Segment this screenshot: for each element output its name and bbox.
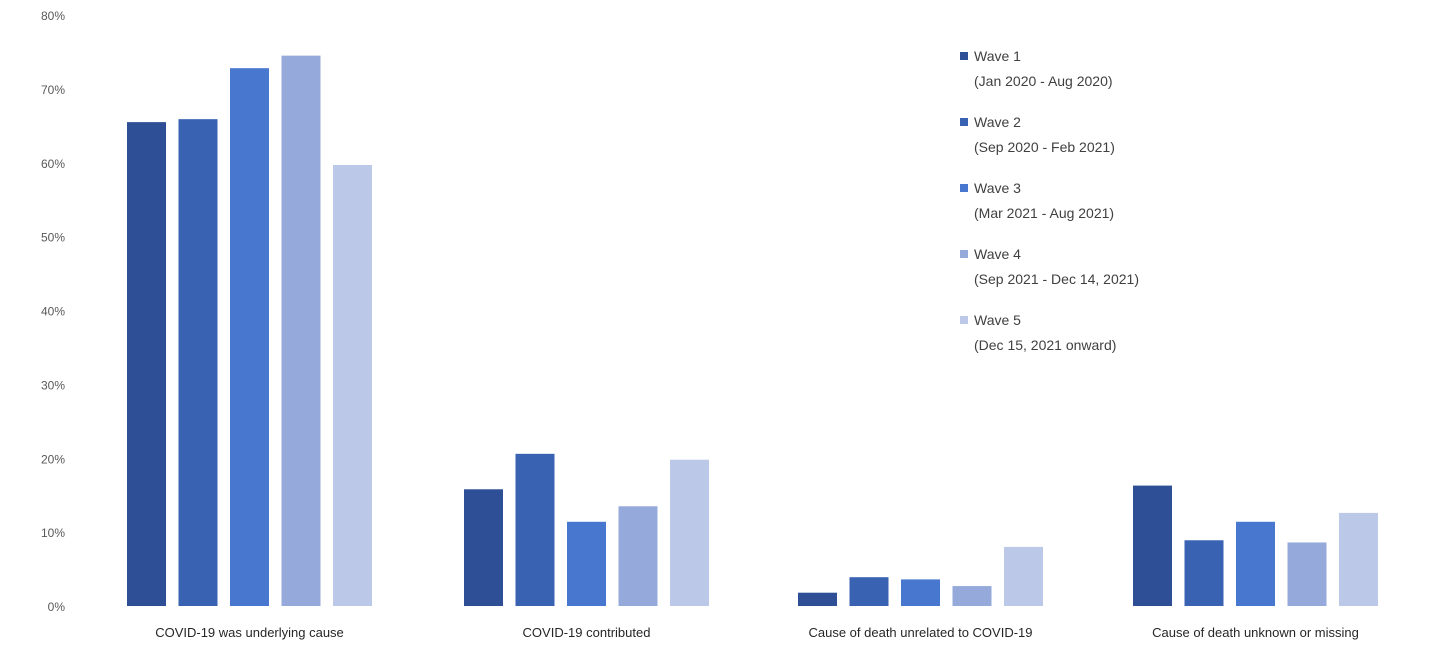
- legend-series-name: Wave 4: [974, 246, 1021, 262]
- legend-series-detail: (Dec 15, 2021 onward): [974, 337, 1116, 353]
- legend-series-detail: (Jan 2020 - Aug 2020): [974, 73, 1113, 89]
- legend: Wave 1 (Jan 2020 - Aug 2020) Wave 2 (Sep 20…: [960, 48, 1139, 353]
- bar-1-wave-5: [333, 164, 372, 606]
- legend-swatch: [960, 316, 968, 324]
- legend-series-detail: (Sep 2021 - Dec 14, 2021): [974, 271, 1139, 287]
- bar-2-wave-2: [515, 453, 555, 606]
- bar-4-wave-4: [1287, 542, 1327, 606]
- legend-series-name: Wave 2: [974, 114, 1021, 130]
- y-tick-label: 30%: [41, 378, 65, 392]
- bar-3-wave-2: [849, 577, 889, 606]
- x-category-label: Cause of death unrelated to COVID-19: [808, 625, 1032, 640]
- y-tick-label: 50%: [41, 231, 65, 245]
- bar-4-wave-2: [1184, 540, 1224, 606]
- bar-1-wave-2: [178, 119, 218, 606]
- bar-3-wave-1: [798, 592, 837, 606]
- bar-1-wave-3: [230, 68, 269, 606]
- y-axis: 0% 10% 20% 30% 40% 50% 60% 70% 80%: [41, 9, 65, 614]
- y-tick-label: 40%: [41, 305, 65, 319]
- bar-3-wave-3: [901, 579, 940, 606]
- legend-series-name: Wave 3: [974, 180, 1021, 196]
- bar-2-wave-1: [464, 489, 503, 606]
- y-tick-label: 80%: [41, 9, 65, 23]
- bar-3-wave-4: [952, 586, 992, 606]
- legend-swatch: [960, 118, 968, 126]
- bar-3-wave-5: [1004, 546, 1043, 606]
- bar-2-wave-5: [670, 459, 709, 606]
- x-category-label: COVID-19 was underlying cause: [155, 625, 344, 640]
- bar-2-wave-3: [567, 521, 606, 606]
- x-category-label: Cause of death unknown or missing: [1152, 625, 1359, 640]
- bar-2-wave-4: [618, 506, 658, 606]
- legend-series-name: Wave 5: [974, 312, 1021, 328]
- y-tick-label: 70%: [41, 83, 65, 97]
- bar-4-wave-3: [1236, 521, 1275, 606]
- legend-swatch: [960, 52, 968, 60]
- legend-swatch: [960, 250, 968, 258]
- bars: [127, 55, 1378, 607]
- legend-swatch: [960, 184, 968, 192]
- legend-series-detail: (Sep 2020 - Feb 2021): [974, 139, 1115, 155]
- bar-1-wave-1: [127, 122, 166, 607]
- bar-4-wave-5: [1339, 512, 1378, 606]
- legend-series-name: Wave 1: [974, 48, 1021, 64]
- x-category-label: COVID-19 contributed: [523, 625, 651, 640]
- bar-1-wave-4: [281, 55, 321, 607]
- legend-series-detail: (Mar 2021 - Aug 2021): [974, 205, 1114, 221]
- y-tick-label: 0%: [48, 600, 66, 614]
- y-tick-label: 10%: [41, 526, 65, 540]
- x-axis: COVID-19 was underlying cause COVID-19 co…: [155, 625, 1359, 640]
- y-tick-label: 60%: [41, 157, 65, 171]
- bar-4-wave-1: [1133, 485, 1172, 606]
- y-tick-label: 20%: [41, 452, 65, 466]
